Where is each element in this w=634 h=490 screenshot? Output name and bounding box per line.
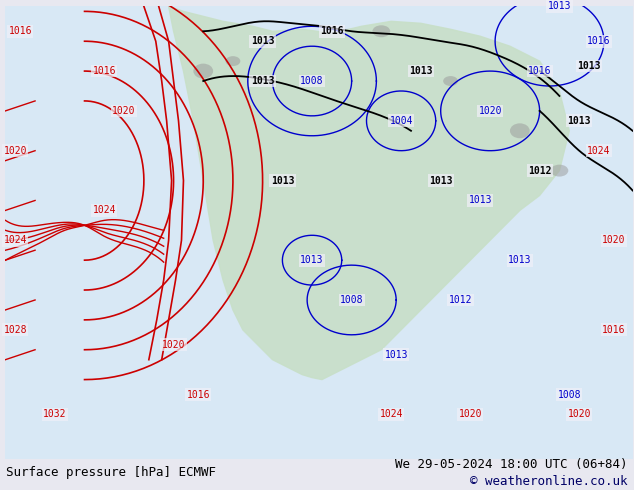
- Text: 1024: 1024: [4, 235, 27, 245]
- Text: 1032: 1032: [43, 410, 67, 419]
- Text: 1013: 1013: [271, 175, 294, 186]
- Text: 1024: 1024: [380, 410, 403, 419]
- Text: 1016: 1016: [186, 390, 210, 399]
- Text: 1013: 1013: [429, 175, 453, 186]
- Ellipse shape: [550, 165, 568, 176]
- Text: 1016: 1016: [93, 66, 116, 76]
- Text: 1020: 1020: [112, 106, 136, 116]
- Text: 1016: 1016: [587, 36, 611, 46]
- Ellipse shape: [372, 25, 391, 37]
- Text: 1008: 1008: [557, 390, 581, 399]
- Text: 1020: 1020: [458, 410, 482, 419]
- Text: 1024: 1024: [587, 146, 611, 156]
- Ellipse shape: [443, 76, 458, 86]
- Text: 1013: 1013: [469, 196, 492, 205]
- Text: 1012: 1012: [528, 166, 552, 175]
- Text: Surface pressure [hPa] ECMWF: Surface pressure [hPa] ECMWF: [6, 466, 216, 479]
- Text: 1020: 1020: [567, 410, 591, 419]
- Text: 1020: 1020: [4, 146, 27, 156]
- Ellipse shape: [510, 123, 530, 138]
- Text: 1008: 1008: [301, 76, 324, 86]
- Text: 1013: 1013: [567, 116, 591, 126]
- Text: 1013: 1013: [578, 61, 601, 71]
- Text: 1016: 1016: [528, 66, 552, 76]
- Ellipse shape: [226, 56, 240, 66]
- Text: 1013: 1013: [548, 1, 571, 11]
- Text: 1016: 1016: [320, 26, 344, 36]
- Text: 1013: 1013: [384, 350, 408, 360]
- Text: © weatheronline.co.uk: © weatheronline.co.uk: [470, 474, 628, 488]
- Text: 1013: 1013: [409, 66, 432, 76]
- Text: 1012: 1012: [449, 295, 472, 305]
- Text: 1004: 1004: [389, 116, 413, 126]
- Text: 1020: 1020: [162, 340, 185, 350]
- Text: 1020: 1020: [479, 106, 502, 116]
- Text: We 29-05-2024 18:00 UTC (06+84): We 29-05-2024 18:00 UTC (06+84): [395, 458, 628, 471]
- Text: 1008: 1008: [340, 295, 363, 305]
- Text: 1013: 1013: [251, 36, 275, 46]
- Text: 1020: 1020: [602, 235, 626, 245]
- Polygon shape: [169, 6, 569, 380]
- Ellipse shape: [193, 64, 213, 78]
- Text: 1013: 1013: [301, 255, 324, 265]
- Text: 1013: 1013: [508, 255, 531, 265]
- Text: 1028: 1028: [4, 325, 27, 335]
- Text: 1013: 1013: [251, 76, 275, 86]
- Text: 1024: 1024: [93, 205, 116, 216]
- Text: 1016: 1016: [602, 325, 626, 335]
- Text: 1016: 1016: [8, 26, 32, 36]
